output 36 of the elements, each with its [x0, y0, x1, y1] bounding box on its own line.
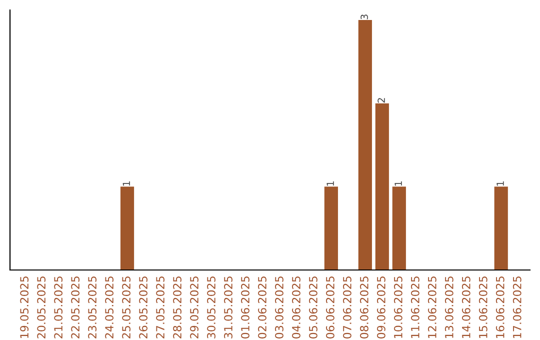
data-label: 3	[360, 14, 368, 20]
x-tick-label: 30.05.2025	[207, 276, 216, 338]
x-tick-label: 10.06.2025	[394, 276, 402, 338]
x-tick-label: 14.06.2025	[462, 276, 470, 338]
x-tick-label: 23.05.2025	[88, 276, 96, 338]
x-tick-label: 09.06.2025	[376, 276, 386, 338]
data-label: 2	[378, 98, 385, 103]
x-tick-label: 27.05.2025	[156, 276, 164, 338]
data-label: 1	[326, 181, 334, 186]
x-tick-label: 16.06.2025	[496, 276, 504, 338]
x-tick-label: 01.06.2025	[241, 276, 250, 338]
x-tick-label: 07.06.2025	[342, 276, 352, 338]
x-tick-label: 04.06.2025	[292, 276, 300, 338]
data-label: 1	[496, 181, 504, 186]
data-label: 1	[394, 181, 402, 186]
x-tick-label: 13.06.2025	[444, 276, 454, 338]
x-tick-label: 19.05.2025	[20, 276, 29, 338]
x-tick-label: 29.05.2025	[190, 276, 198, 338]
x-tick-label: 22.05.2025	[71, 276, 80, 338]
x-tick-label: 25.05.2025	[122, 276, 130, 338]
data-label: 1	[122, 181, 130, 186]
x-tick-label: 21.05.2025	[54, 276, 63, 338]
x-tick-label: 02.06.2025	[258, 276, 266, 338]
x-tick-label: 17.06.2025	[512, 276, 522, 338]
x-tick-label: 20.05.2025	[37, 276, 46, 338]
x-tick-label: 24.05.2025	[105, 276, 114, 338]
x-tick-label: 08.06.2025	[360, 276, 368, 338]
x-tick-label: 28.05.2025	[173, 276, 182, 338]
x-tick-label: 15.06.2025	[478, 276, 488, 338]
x-tick-label: 05.06.2025	[309, 276, 318, 338]
x-tick-label: 11.06.2025	[410, 276, 420, 338]
x-tick-label: 31.05.2025	[224, 276, 232, 338]
x-tick-label: 06.06.2025	[326, 276, 334, 338]
x-tick-label: 03.06.2025	[275, 276, 284, 338]
x-tick-label: 12.06.2025	[428, 276, 436, 338]
x-tick-label: 26.05.2025	[139, 276, 148, 338]
